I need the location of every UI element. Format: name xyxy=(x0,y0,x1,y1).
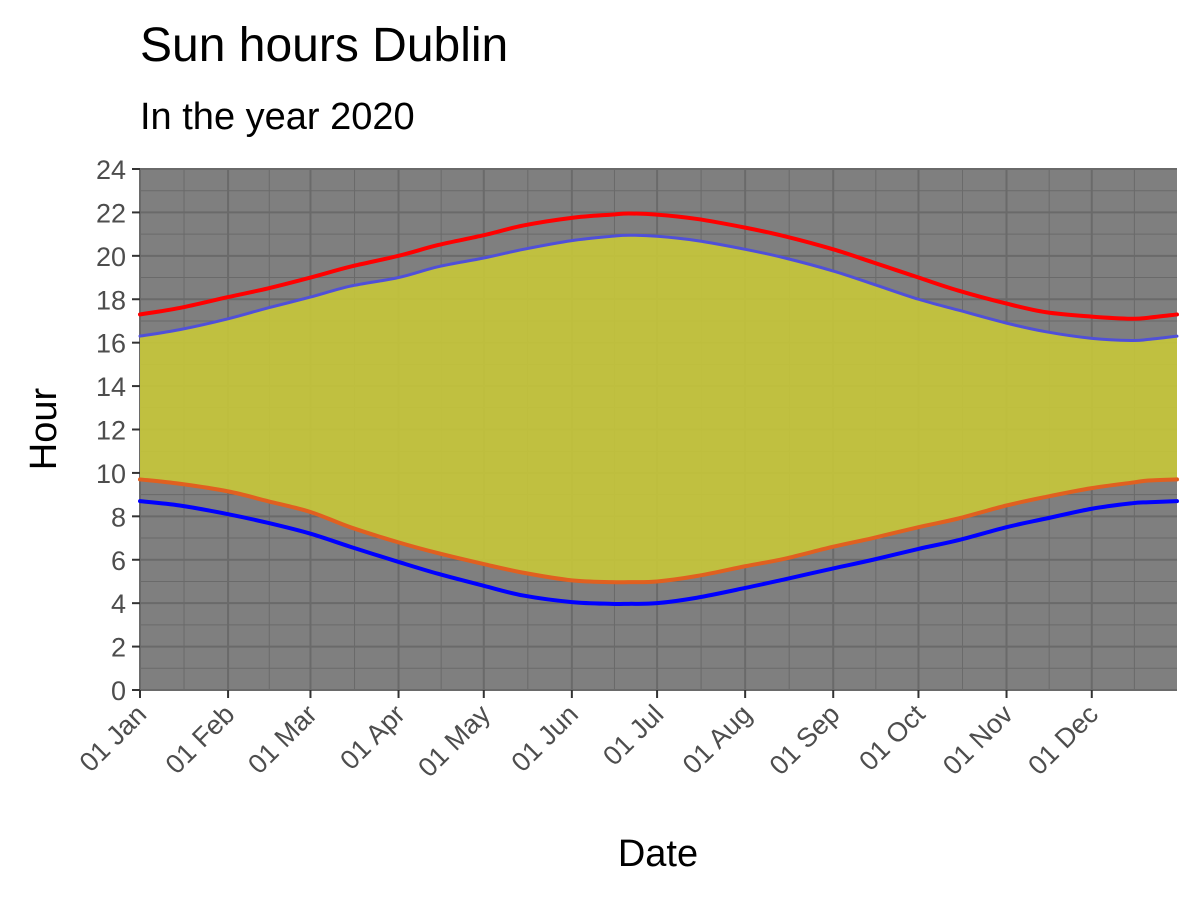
x-tick-label: 01 Aug xyxy=(677,699,758,780)
y-tick-label: 24 xyxy=(96,155,126,185)
x-tick-label: 01 Jul xyxy=(597,699,669,771)
series-line-dawn xyxy=(138,499,1179,606)
chart-subtitle: In the year 2020 xyxy=(140,96,415,138)
y-tick-label: 22 xyxy=(96,198,126,228)
series-lines xyxy=(138,211,1179,606)
y-tick-label: 12 xyxy=(96,416,126,446)
x-tick-label: 01 Apr xyxy=(334,699,410,775)
y-tick-label: 0 xyxy=(111,676,126,706)
y-tick-label: 6 xyxy=(111,546,126,576)
y-axis-title: Hour xyxy=(23,387,65,470)
y-tick-label: 10 xyxy=(96,459,126,489)
y-tick-label: 4 xyxy=(111,589,126,619)
x-tick-label: 01 Feb xyxy=(160,699,241,780)
y-tick-label: 16 xyxy=(96,329,126,359)
x-tick-label: 01 Oct xyxy=(853,699,931,777)
chart-title: Sun hours Dublin xyxy=(140,19,509,72)
x-axis-title: Date xyxy=(618,833,698,875)
series-line-dusk xyxy=(138,211,1179,321)
x-tick-label: 01 Jun xyxy=(505,699,584,778)
y-tick-label: 2 xyxy=(111,633,126,663)
daylight-area xyxy=(140,235,1177,583)
series-line-sunset xyxy=(138,233,1179,343)
x-tick-label: 01 Jan xyxy=(74,699,153,778)
y-tick-label: 8 xyxy=(111,502,126,532)
x-tick-label: 01 Dec xyxy=(1022,699,1104,781)
x-tick-label: 01 May xyxy=(412,699,496,783)
y-tick-label: 20 xyxy=(96,242,126,272)
y-tick-label: 18 xyxy=(96,285,126,315)
series-line-sunrise xyxy=(138,477,1179,585)
y-tick-label: 14 xyxy=(96,372,126,402)
x-axis: 01 Jan 01 Feb 01 Mar 01 Apr 01 May 01 Jun 01 J… xyxy=(74,690,1104,783)
x-tick-label: 01 Sep xyxy=(764,699,846,781)
x-tick-label: 01 Nov xyxy=(937,699,1019,781)
x-tick-label: 01 Mar xyxy=(242,699,323,780)
